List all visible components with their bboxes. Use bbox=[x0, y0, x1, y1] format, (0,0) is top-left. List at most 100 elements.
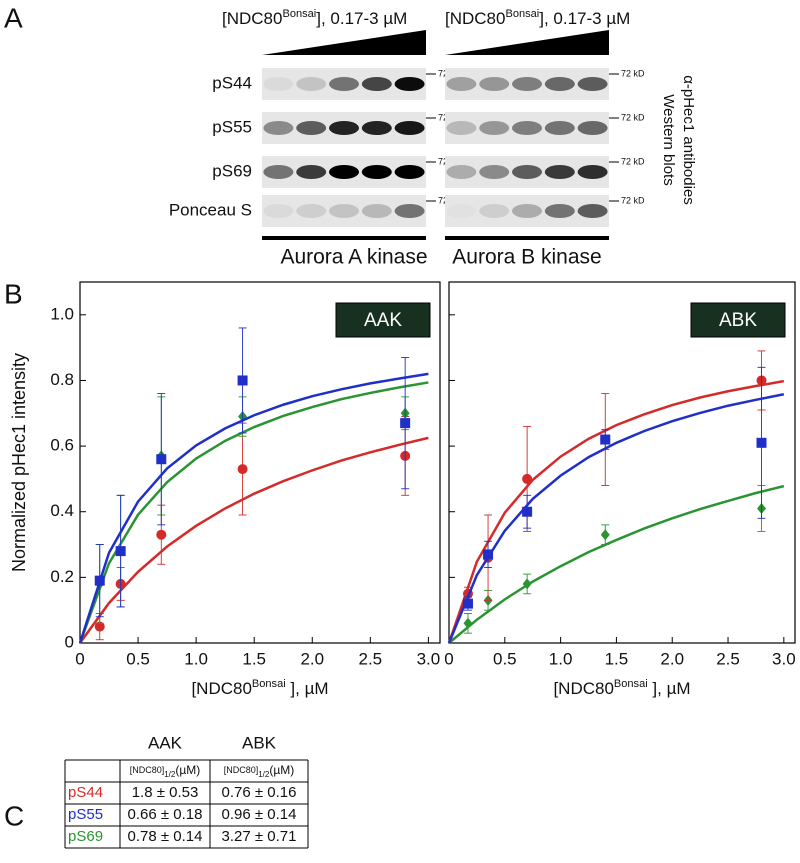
column-header: AAK bbox=[148, 733, 183, 752]
point bbox=[115, 546, 126, 557]
band bbox=[479, 204, 510, 218]
y-tick-label: 0 bbox=[65, 632, 74, 651]
point bbox=[237, 375, 248, 386]
band bbox=[394, 121, 425, 135]
point bbox=[156, 529, 167, 540]
point bbox=[522, 578, 532, 590]
label: [NDC80Bonsai ], µM bbox=[553, 678, 690, 699]
label-part: [NDC80 bbox=[191, 679, 251, 698]
table-cell: 0.96 ± 0.14 bbox=[222, 806, 297, 823]
x-tick-label: 1.0 bbox=[184, 649, 208, 668]
row-label: pS55 bbox=[212, 117, 252, 136]
size-marker: 72 kD bbox=[621, 195, 645, 205]
subheader-unit: (µM) bbox=[175, 763, 200, 777]
plot-frame bbox=[79, 281, 441, 644]
table-cell: 0.76 ± 0.16 bbox=[222, 784, 297, 801]
fit-curve bbox=[78, 372, 429, 644]
label-sup: Bonsai bbox=[282, 8, 316, 20]
label-part: [NDC80 bbox=[553, 679, 613, 698]
label-part: ], µM bbox=[648, 679, 691, 698]
fit-curve bbox=[448, 484, 785, 644]
table-cell: 0.78 ± 0.14 bbox=[128, 828, 203, 845]
band bbox=[446, 204, 476, 218]
fit-curve bbox=[78, 436, 429, 644]
band bbox=[296, 165, 327, 179]
subheader-sub: 1/2 bbox=[164, 770, 176, 779]
title-box bbox=[335, 302, 431, 338]
band bbox=[296, 204, 327, 218]
kinase-label: Aurora B kinase bbox=[452, 246, 601, 269]
label-sup: Bonsai bbox=[614, 678, 648, 690]
band bbox=[577, 165, 608, 179]
subheader-part: [NDC80] bbox=[130, 765, 165, 775]
label: [NDC80Bonsai ], µM bbox=[191, 678, 328, 699]
point bbox=[600, 434, 611, 445]
label-sup: Bonsai bbox=[252, 678, 286, 690]
band bbox=[329, 121, 359, 135]
band bbox=[394, 204, 425, 218]
point bbox=[522, 506, 533, 517]
band bbox=[544, 121, 575, 135]
row-label: pS44 bbox=[68, 784, 103, 801]
plot-frame bbox=[448, 281, 796, 644]
x-tick-label: 2.0 bbox=[660, 649, 684, 668]
kinase-bar bbox=[262, 236, 426, 240]
band bbox=[361, 77, 392, 91]
label: [NDC80Bonsai], 0.17-3 µM bbox=[222, 8, 407, 29]
kinase-bar bbox=[445, 236, 609, 240]
band bbox=[446, 121, 477, 135]
subheader: [NDC80]1/2(µM) bbox=[224, 763, 295, 779]
band bbox=[394, 165, 425, 179]
panel-letter: A bbox=[4, 2, 23, 33]
point bbox=[237, 464, 248, 475]
band bbox=[394, 77, 425, 91]
y-tick-label: 0.2 bbox=[50, 567, 74, 586]
band bbox=[577, 77, 608, 91]
x-tick-label: 2.5 bbox=[359, 649, 383, 668]
x-tick-label: 0.5 bbox=[493, 649, 517, 668]
y-tick-label: 1.0 bbox=[50, 304, 74, 323]
panel-letter: B bbox=[4, 278, 23, 309]
point bbox=[756, 437, 767, 448]
band bbox=[263, 77, 294, 91]
band bbox=[361, 204, 392, 218]
chart-title: ABK bbox=[719, 310, 757, 331]
label-part: [NDC80 bbox=[445, 9, 505, 28]
side-label: Western blots bbox=[660, 94, 677, 185]
table-cell: 1.8 ± 0.53 bbox=[132, 784, 199, 801]
label-part: [NDC80 bbox=[222, 9, 282, 28]
kinase-label: Aurora A kinase bbox=[280, 246, 427, 269]
band bbox=[263, 121, 294, 135]
band bbox=[263, 165, 294, 179]
x-tick-label: 1.5 bbox=[605, 649, 629, 668]
band bbox=[479, 77, 510, 91]
point bbox=[463, 617, 473, 629]
label: [NDC80Bonsai], 0.17-3 µM bbox=[445, 8, 630, 29]
point bbox=[94, 575, 105, 586]
band bbox=[296, 121, 327, 135]
point bbox=[522, 473, 533, 484]
x-tick-label: 1.0 bbox=[549, 649, 573, 668]
x-tick-label: 1.5 bbox=[242, 649, 266, 668]
band bbox=[544, 77, 575, 91]
x-tick-label: 2.5 bbox=[716, 649, 740, 668]
row-label: pS44 bbox=[212, 73, 252, 92]
table-cell: 0.66 ± 0.18 bbox=[128, 806, 203, 823]
title-box bbox=[690, 302, 786, 338]
x-tick-label: 0 bbox=[444, 649, 453, 668]
fit-curve bbox=[447, 393, 785, 644]
band bbox=[577, 121, 608, 135]
band bbox=[329, 165, 359, 179]
x-tick-label: 3.0 bbox=[772, 649, 796, 668]
fit-curve bbox=[447, 379, 785, 644]
side-label: α-pHec1 antibodies bbox=[680, 75, 697, 205]
band bbox=[479, 165, 510, 179]
band bbox=[361, 165, 392, 179]
row-label: pS69 bbox=[212, 161, 252, 180]
label-part: ], µM bbox=[286, 679, 329, 698]
point bbox=[600, 529, 610, 541]
band bbox=[544, 165, 575, 179]
row-label: pS69 bbox=[68, 828, 103, 845]
point bbox=[462, 598, 473, 609]
